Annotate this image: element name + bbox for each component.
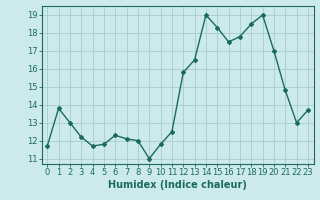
X-axis label: Humidex (Indice chaleur): Humidex (Indice chaleur)	[108, 180, 247, 190]
